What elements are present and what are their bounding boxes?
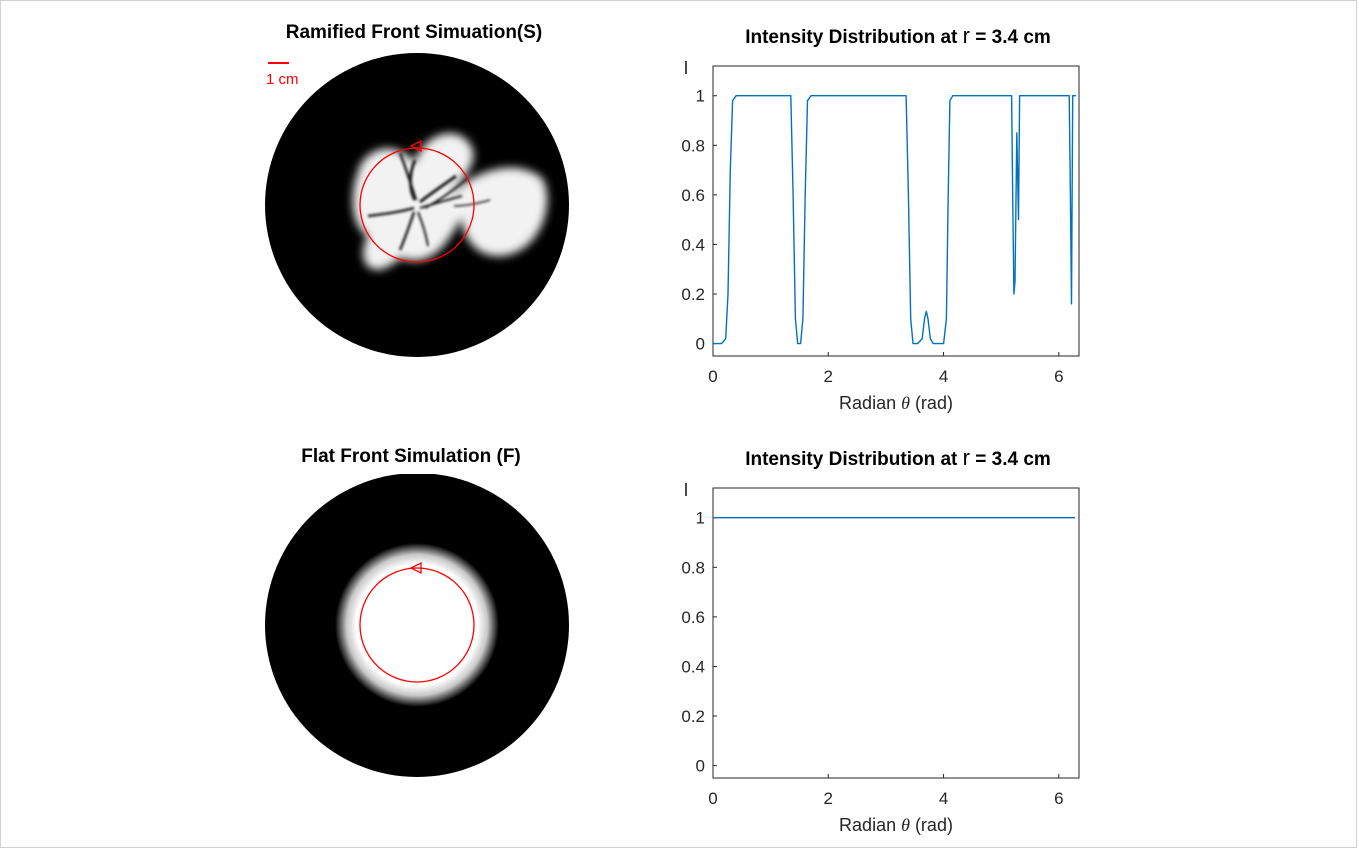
ramified-sim-panel: 1 cm (265, 53, 569, 357)
flat-sample-circle (359, 567, 475, 683)
flat-front-shape (335, 543, 499, 707)
flat-sim-panel (265, 474, 569, 777)
ramified-sample-circle (359, 147, 475, 263)
ramified-sim-title: Ramified Front Simuation(S) (285, 22, 543, 43)
ramified-front-shape (352, 133, 548, 270)
scale-bar-label: 1 cm (266, 71, 299, 88)
flat-sim-title: Flat Front Simulation (F) (301, 446, 521, 467)
direction-arrow-icon (409, 561, 422, 575)
ramified-fingers (367, 152, 491, 251)
direction-arrow-icon (409, 139, 422, 153)
